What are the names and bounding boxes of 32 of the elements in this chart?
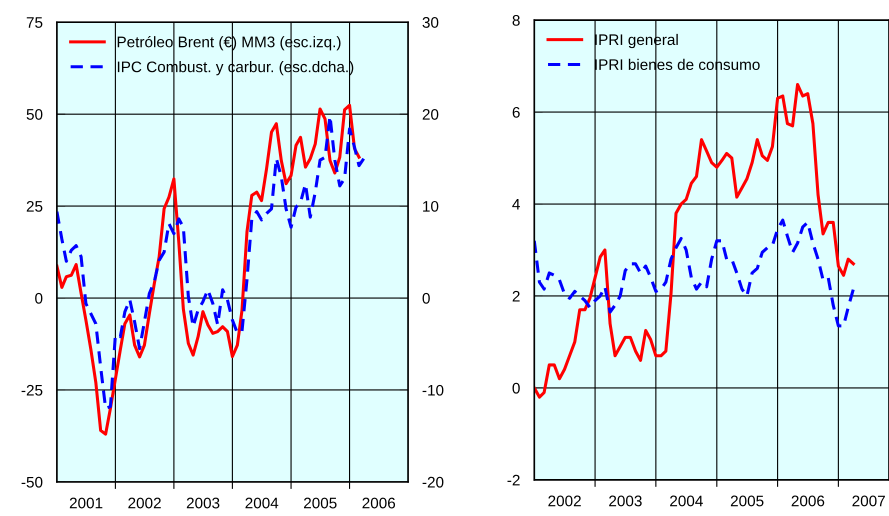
y-tick-label: 4 — [512, 199, 520, 210]
y-tick-label: -25 — [22, 384, 42, 396]
y-tick-label: 0 — [512, 382, 520, 394]
x-tick-label: 2004 — [670, 496, 703, 506]
x-tick-label: 2006 — [792, 496, 824, 506]
x-tick-label: 2001 — [70, 498, 102, 508]
y-tick-label: 75 — [26, 17, 42, 28]
x-tick-label: 2006 — [362, 498, 396, 508]
y-tick-label: 8 — [512, 14, 520, 26]
line-series — [534, 82, 855, 399]
y-tick-label: 0 — [35, 292, 42, 304]
y-tick-label: 6 — [512, 106, 520, 118]
y2-tick-label: 0 — [422, 292, 430, 304]
y-tick-label: -2 — [507, 474, 520, 486]
x-tick-label: 2004 — [246, 498, 278, 508]
x-tick-label: 2003 — [186, 498, 220, 508]
x-tick-label: 2002 — [128, 498, 161, 508]
y2-tick-label: -20 — [422, 476, 444, 488]
y2-tick-label: 10 — [423, 200, 438, 212]
y-tick-label: 25 — [26, 200, 42, 212]
x-tick-label: 2005 — [304, 498, 337, 508]
y-tick-label: -50 — [22, 476, 42, 488]
x-tick-label: 2007 — [852, 496, 885, 506]
y2-tick-label: 30 — [422, 17, 438, 28]
line-series — [534, 218, 855, 328]
x-tick-label: 2002 — [548, 496, 581, 506]
x-tick-label: 2003 — [609, 496, 642, 506]
y2-tick-label: 20 — [422, 109, 438, 120]
y-tick-label: 50 — [26, 109, 42, 120]
x-tick-label: 2005 — [730, 496, 764, 506]
y-tick-label: 2 — [512, 290, 520, 302]
y2-tick-label: -10 — [422, 384, 444, 396]
